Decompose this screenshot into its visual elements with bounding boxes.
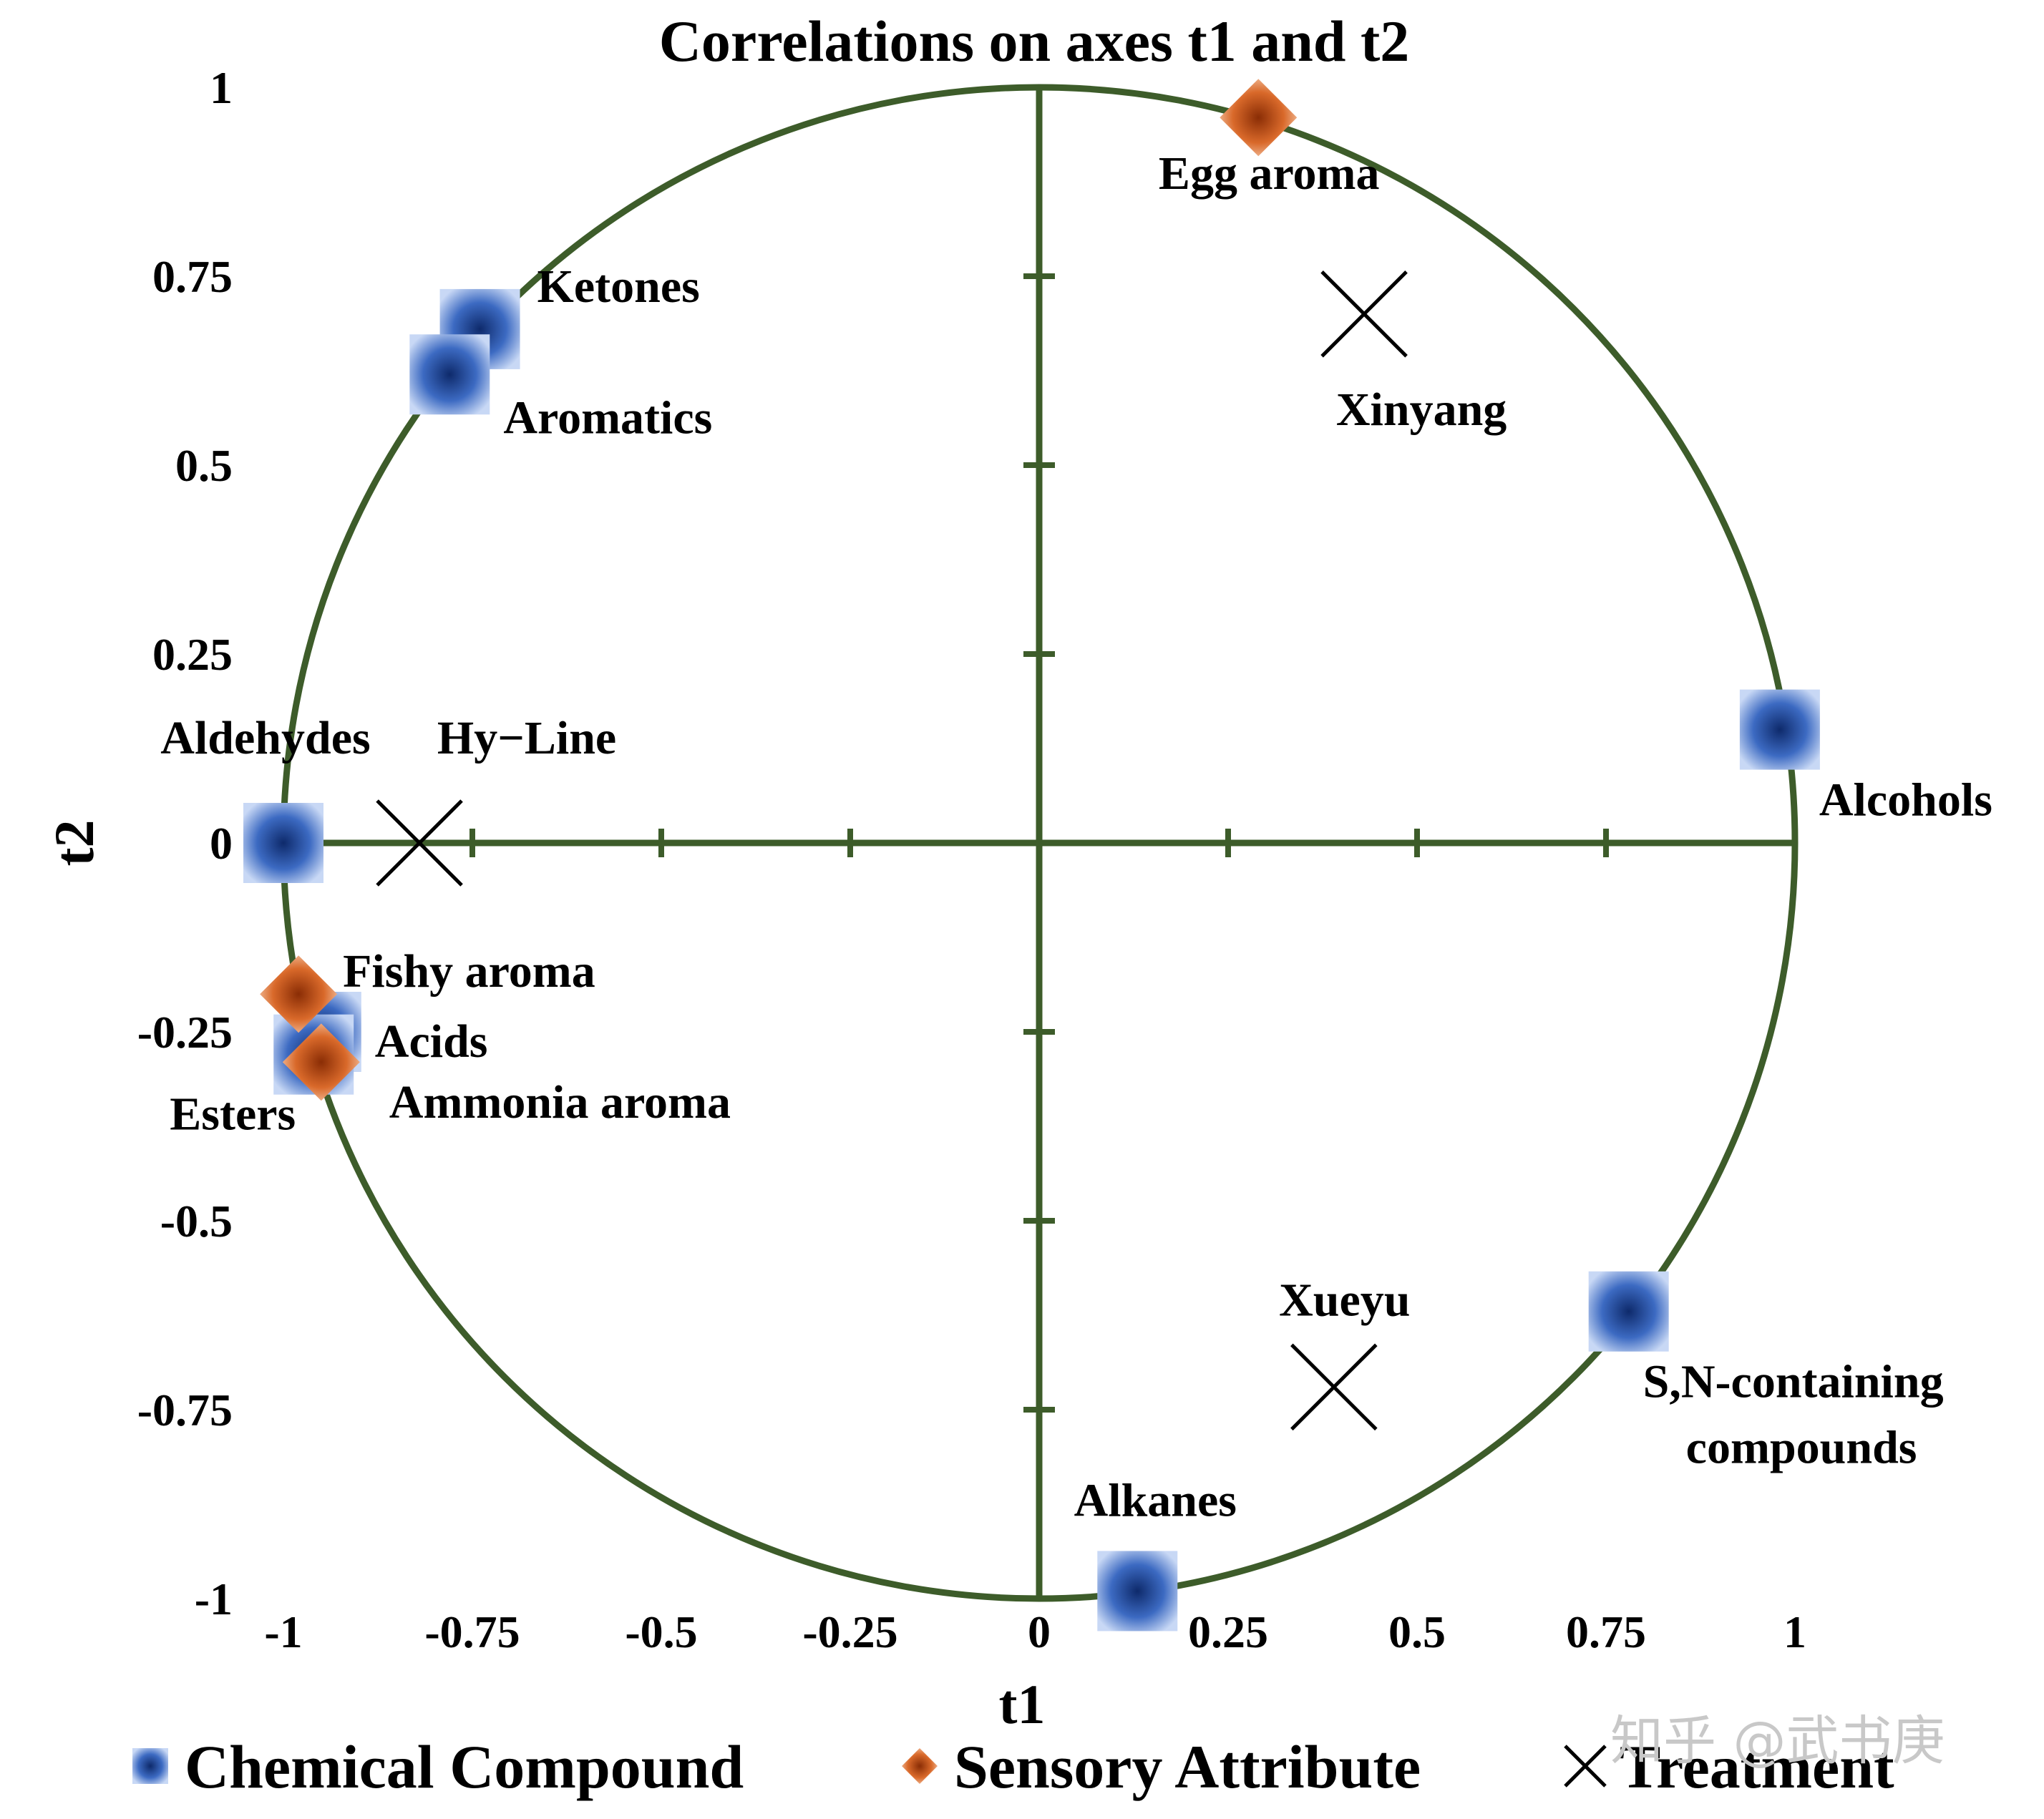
marker-fishy-aroma: [260, 955, 338, 1033]
label-hy-line: Hy−Line: [437, 712, 616, 764]
legend-label-chemical-compound: Chemical Compound: [185, 1732, 744, 1801]
label-fishy-aroma: Fishy aroma: [343, 945, 595, 998]
y-tick-label: -0.5: [160, 1196, 233, 1247]
x-tick-label: -0.5: [625, 1606, 697, 1657]
x-tick-label: 0.75: [1566, 1606, 1646, 1657]
x-tick-label: 1: [1783, 1606, 1806, 1657]
marker-ammonia-aroma: [282, 1023, 360, 1101]
x-tick-label: 0: [1028, 1606, 1051, 1657]
x-axis-title: t1: [999, 1673, 1046, 1735]
legend-label-treatment: Treatment: [1620, 1732, 1894, 1801]
marker-alkanes: [1097, 1551, 1178, 1632]
legend-marker-treatment-stroke: [1564, 1745, 1607, 1788]
marker-hy-line-stroke: [376, 799, 463, 887]
marker-xueyu-stroke: [1290, 1343, 1378, 1431]
label-ketones: Ketones: [537, 260, 700, 313]
legend-label-sensory-attribute: Sensory Attribute: [954, 1732, 1421, 1801]
x-tick-label: 0.5: [1388, 1606, 1446, 1657]
label-alkanes: Alkanes: [1074, 1474, 1237, 1526]
marker-alcohols: [1739, 689, 1820, 770]
x-tick-label: -0.75: [424, 1606, 520, 1657]
label-ammonia-aroma: Ammonia aroma: [389, 1076, 731, 1128]
label-s-n-containing-compounds-line2: compounds: [1686, 1422, 1917, 1474]
y-tick-label: 0.25: [152, 629, 233, 680]
label-xinyang: Xinyang: [1336, 384, 1507, 436]
y-tick-label: 0: [210, 818, 233, 869]
marker-hy-line: [376, 799, 463, 887]
marker-aromatics: [409, 334, 490, 415]
marker-aldehydes: [243, 803, 323, 883]
x-tick-label: -1: [264, 1606, 302, 1657]
legend-marker-sensory-attribute: [902, 1748, 938, 1784]
label-aromatics: Aromatics: [503, 391, 712, 444]
label-aldehydes: Aldehydes: [160, 712, 370, 764]
legend: Chemical Compound Sensory Attribute Treatm…: [132, 1732, 1894, 1801]
marker-xueyu: [1290, 1343, 1378, 1431]
label-acids: Acids: [375, 1015, 488, 1068]
watermark: 知乎 @武书庚: [1610, 1710, 1945, 1772]
label-alcohols: Alcohols: [1819, 774, 1992, 826]
marker-s-n-containing-compounds: [1588, 1271, 1669, 1352]
tick-labels: -1 -0.75 -0.5 -0.25 0 0.25 0.5 0.75 1 1 0.75 0.5 0.2…: [137, 62, 1806, 1657]
x-tick-label: -0.25: [802, 1606, 897, 1657]
label-s-n-containing-compounds: S,N-containing: [1643, 1356, 1944, 1408]
point-labels: Ketones Aromatics Aldehydes Alcohols Acids Es…: [160, 147, 1992, 1526]
marker-xinyang-stroke: [1320, 270, 1408, 358]
y-tick-label: 1: [210, 62, 233, 113]
label-xueyu: Xueyu: [1279, 1274, 1410, 1326]
y-axis-title: t2: [43, 820, 105, 867]
chart-title: Correlations on axes t1 and t2: [659, 9, 1410, 74]
plot-area: [280, 84, 1799, 1602]
x-tick-label: 0.25: [1188, 1606, 1268, 1657]
y-tick-label: 0.5: [175, 440, 233, 491]
data-markers: [243, 79, 1820, 1632]
y-tick-label: 0.75: [152, 251, 233, 302]
label-egg-aroma: Egg aroma: [1159, 147, 1380, 200]
legend-marker-chemical-compound: [132, 1748, 168, 1784]
y-tick-label: -1: [195, 1574, 233, 1624]
marker-egg-aroma: [1220, 79, 1298, 157]
y-tick-label: -0.75: [137, 1385, 233, 1435]
legend-marker-treatment: [1564, 1745, 1607, 1788]
y-tick-label: -0.25: [137, 1007, 233, 1058]
label-esters: Esters: [170, 1088, 296, 1141]
marker-xinyang: [1320, 270, 1408, 358]
